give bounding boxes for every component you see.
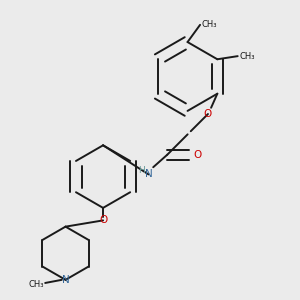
- Text: O: O: [193, 150, 201, 160]
- Text: O: O: [99, 215, 107, 225]
- Text: CH₃: CH₃: [239, 52, 255, 61]
- Text: N: N: [145, 169, 152, 179]
- Text: CH₃: CH₃: [202, 20, 217, 29]
- Text: H: H: [138, 167, 145, 176]
- Text: O: O: [204, 109, 212, 119]
- Text: N: N: [62, 275, 69, 285]
- Text: CH₃: CH₃: [28, 280, 44, 289]
